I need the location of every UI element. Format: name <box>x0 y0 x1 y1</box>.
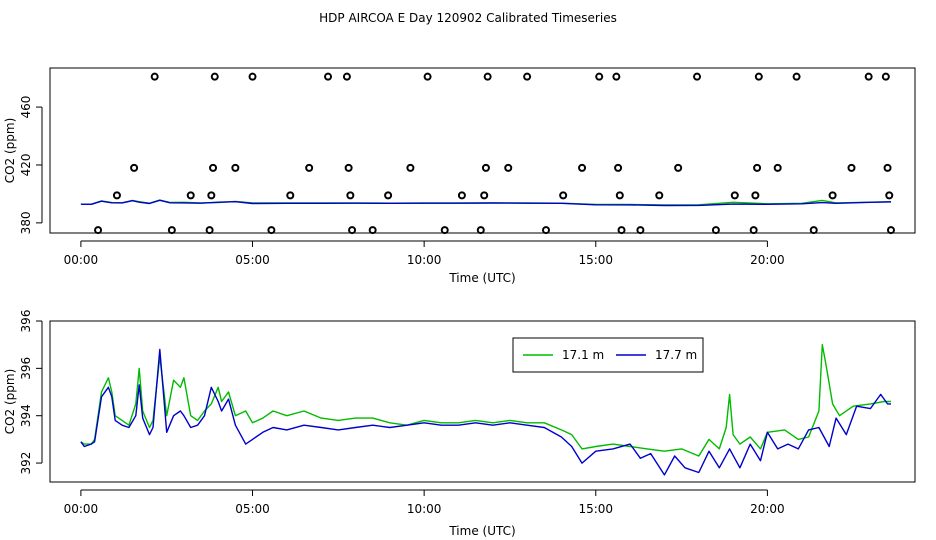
calibration-marker <box>617 226 626 235</box>
calibration-marker <box>615 191 624 200</box>
calibration-marker <box>614 163 623 172</box>
plot-frame <box>49 320 916 483</box>
calibration-marker <box>440 226 449 235</box>
calibration-marker <box>523 72 532 81</box>
y-tick-label: 460 <box>19 96 33 119</box>
x-tick-label: 00:00 <box>64 502 99 516</box>
x-tick-label: 05:00 <box>235 253 270 267</box>
calibration-marker <box>406 163 415 172</box>
calibration-marker <box>504 163 513 172</box>
calibration-marker <box>542 226 551 235</box>
y-axis-label: CO2 (ppm) <box>3 369 17 435</box>
calibration-marker <box>130 163 139 172</box>
series-line-17-7-m <box>80 199 892 207</box>
legend-label: 17.1 m <box>562 348 604 362</box>
y-tick-label: 392 <box>19 452 33 475</box>
x-tick-label: 15:00 <box>578 253 613 267</box>
calibration-marker <box>751 191 760 200</box>
calibration-marker <box>612 72 621 81</box>
legend-label: 17.7 m <box>655 348 697 362</box>
calibration-marker <box>150 72 159 81</box>
x-axis-label: Time (UTC) <box>448 524 515 538</box>
calibration-marker <box>205 226 214 235</box>
calibration-marker <box>595 72 604 81</box>
calibration-marker <box>167 226 176 235</box>
calibration-marker <box>693 72 702 81</box>
calibration-marker <box>476 226 485 235</box>
calibration-marker <box>773 163 782 172</box>
calibration-marker <box>186 191 195 200</box>
calibration-marker <box>885 191 894 200</box>
chart-title: HDP AIRCOA E Day 120902 Calibrated Times… <box>319 11 617 25</box>
x-tick-label: 05:00 <box>235 502 270 516</box>
calibration-marker <box>368 226 377 235</box>
x-tick-label: 15:00 <box>578 502 613 516</box>
y-axis-label: CO2 (ppm) <box>3 118 17 184</box>
calibration-marker <box>809 226 818 235</box>
calibration-marker <box>886 226 895 235</box>
legend: 17.1 m 17.7 m <box>512 337 704 373</box>
x-axis-label: Time (UTC) <box>448 271 515 285</box>
calibration-marker <box>730 191 739 200</box>
calibration-marker <box>711 226 720 235</box>
calibration-marker <box>749 226 758 235</box>
calibration-marker <box>655 191 664 200</box>
calibration-marker <box>753 163 762 172</box>
calibration-marker <box>348 226 357 235</box>
calibration-marker <box>324 72 333 81</box>
calibration-marker <box>112 191 121 200</box>
calibration-marker <box>210 72 219 81</box>
calibration-marker <box>248 72 257 81</box>
y-tick-label: 394 <box>19 404 33 427</box>
calibration-marker <box>457 191 466 200</box>
y-tick-label: 396 <box>19 357 33 380</box>
calibration-marker <box>578 163 587 172</box>
x-tick-label: 20:00 <box>750 253 785 267</box>
top-panel: 00:00 05:00 10:00 15:00 20:00 380 420 460 Time (… <box>3 67 916 285</box>
calibration-marker <box>754 72 763 81</box>
calibration-marker <box>559 191 568 200</box>
series-line-17-1-m <box>80 344 891 457</box>
calibration-marker <box>94 226 103 235</box>
y-tick-label: 420 <box>19 154 33 177</box>
calibration-marker <box>384 191 393 200</box>
calibration-marker <box>481 163 490 172</box>
calibration-marker <box>286 191 295 200</box>
calibration-marker <box>305 163 314 172</box>
calibration-marker <box>346 191 355 200</box>
calibration-marker <box>792 72 801 81</box>
calibration-marker <box>636 226 645 235</box>
calibration-marker <box>342 72 351 81</box>
calibration-marker <box>209 163 218 172</box>
calibration-marker <box>483 72 492 81</box>
plot-frame <box>49 67 916 234</box>
x-tick-label: 10:00 <box>407 253 442 267</box>
calibration-marker <box>883 163 892 172</box>
calibration-marker <box>847 163 856 172</box>
calibration-marker <box>864 72 873 81</box>
y-tick-label: 396 <box>19 310 33 333</box>
x-tick-label: 20:00 <box>750 502 785 516</box>
x-tick-label: 10:00 <box>407 502 442 516</box>
bottom-panel: 00:00 05:00 10:00 15:00 20:00 392 394 396 396 Tim… <box>3 310 916 538</box>
calibration-marker <box>828 191 837 200</box>
calibration-marker <box>267 226 276 235</box>
series-line-17-7-m <box>80 348 891 476</box>
calibration-marker <box>231 163 240 172</box>
calibration-marker <box>674 163 683 172</box>
calibration-marker <box>881 72 890 81</box>
calibration-marker <box>480 191 489 200</box>
y-tick-label: 380 <box>19 211 33 234</box>
x-tick-label: 00:00 <box>64 253 99 267</box>
calibration-marker <box>207 191 216 200</box>
calibration-marker <box>423 72 432 81</box>
calibration-marker <box>344 163 353 172</box>
